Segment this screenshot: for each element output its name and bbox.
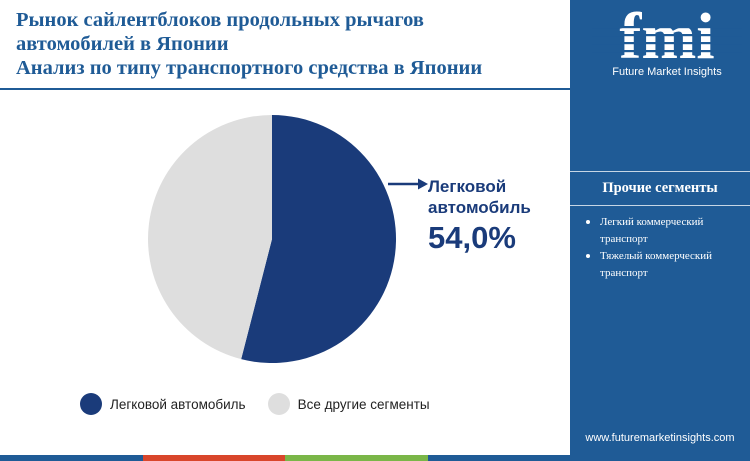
segment-item-hcv: Тяжелый коммерческий транспорт: [584, 248, 744, 282]
sidebar: fmi Future Market Insights Прочие сегмен…: [570, 0, 750, 461]
legend-label-passenger: Легковой автомобиль: [110, 396, 246, 412]
annotation-label-line-2: автомобиль: [428, 198, 531, 217]
legend-item-others: Все другие сегменты: [267, 393, 430, 415]
callout-arrow: [388, 178, 428, 190]
segment-list: Легкий коммерческий транспорт Тяжелый ко…: [584, 214, 744, 282]
pie-chart: [148, 115, 428, 363]
pie-slices: [148, 115, 397, 363]
sidebar-divider-top: [570, 171, 750, 172]
annotation-label-line-1: Легковой: [428, 177, 507, 196]
website-url: www.futuremarketinsights.com: [585, 432, 735, 444]
legend-swatch-passenger: [80, 393, 102, 415]
title-divider: [0, 88, 570, 90]
bottom-bar-segment: [285, 455, 428, 461]
bottom-bar-segment: [0, 455, 143, 461]
legend-label-others: Все другие сегменты: [297, 396, 430, 412]
logo-stripes: [592, 26, 742, 53]
chart-title: Рынок сайлентблоков продольных рычагов а…: [16, 8, 566, 80]
legend-item-passenger: Легковой автомобиль: [80, 393, 246, 415]
title-line-2: автомобилей в Японии: [16, 33, 229, 55]
slice-annotation: Легковой автомобиль 54,0%: [428, 176, 531, 256]
annotation-value: 54,0%: [428, 220, 516, 255]
bottom-bar-segment: [142, 455, 285, 461]
pie-slice-passenger: [241, 115, 397, 363]
title-line-3: Анализ по типу транспортного средства в …: [16, 57, 483, 79]
pie-slice-others: [148, 115, 272, 360]
title-line-1: Рынок сайлентблоков продольных рычагов: [16, 9, 424, 31]
fmi-logo: fmi: [592, 6, 742, 66]
legend-swatch-others: [267, 393, 290, 415]
chart-legend: Легковой автомобиль Все другие сегменты: [80, 392, 452, 416]
sidebar-divider-bottom: [570, 205, 750, 206]
bottom-bar-segment: [427, 455, 570, 461]
sidebar-heading: Прочие сегменты: [602, 180, 718, 196]
segment-item-lcv: Легкий коммерческий транспорт: [584, 214, 744, 248]
bottom-color-bar: [0, 455, 570, 461]
logo-tagline: Future Market Insights: [612, 66, 722, 78]
